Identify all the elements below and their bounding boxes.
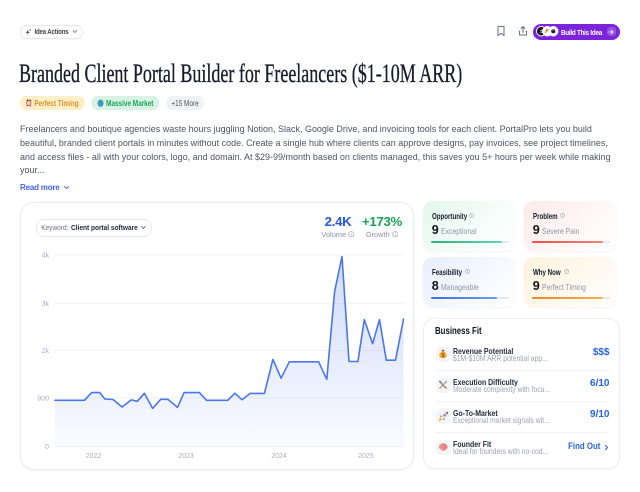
svg-text:0: 0 — [45, 444, 49, 451]
svg-text:3k: 3k — [42, 301, 50, 308]
svg-text:4k: 4k — [42, 253, 50, 260]
svg-text:2024: 2024 — [271, 453, 287, 460]
svg-text:2025: 2025 — [358, 453, 374, 460]
svg-text:2023: 2023 — [178, 453, 194, 460]
svg-text:900: 900 — [37, 396, 49, 403]
svg-text:$: $ — [442, 353, 445, 359]
svg-text:2022: 2022 — [86, 453, 102, 460]
svg-text:2k: 2k — [42, 348, 50, 355]
